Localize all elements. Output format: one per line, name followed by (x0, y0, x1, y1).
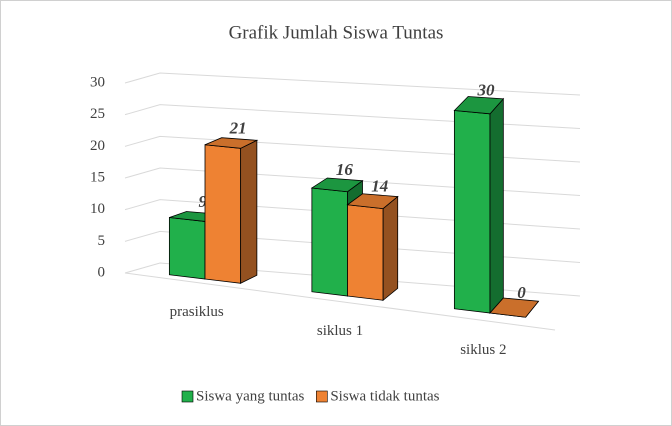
y-tick-label: 25 (90, 106, 105, 122)
value-label: 9 (198, 192, 207, 211)
x-tick-label: siklus 2 (460, 342, 506, 358)
bar-top (453, 96, 505, 115)
bar (346, 193, 399, 302)
floor-edge (124, 272, 556, 331)
bar (453, 96, 505, 315)
value-label: 16 (336, 160, 354, 179)
grid-line (124, 230, 581, 263)
grid-line (124, 167, 581, 196)
y-tick-label: 15 (90, 169, 105, 185)
chart-title: Grafik Jumlah Siswa Tuntas (229, 22, 444, 43)
bar-top (346, 193, 399, 210)
bar-front (453, 110, 491, 314)
legend-swatch (316, 390, 328, 403)
bar-side (382, 195, 399, 302)
grid-line (124, 72, 581, 96)
bar (204, 137, 259, 284)
bar-side (240, 139, 258, 284)
grid-line (124, 135, 581, 163)
bar-front (168, 217, 206, 280)
bar-front (204, 144, 242, 284)
x-tick-label: siklus 1 (317, 323, 363, 339)
bar-front (311, 187, 348, 297)
legend-swatch (181, 390, 194, 403)
bar-top (310, 177, 364, 193)
grid-line (124, 104, 581, 129)
y-tick-label: 10 (90, 201, 105, 217)
bar (489, 297, 540, 318)
y-tick-label: 5 (98, 233, 106, 249)
value-label: 21 (229, 118, 247, 137)
legend-label: Siswa tidak tuntas (330, 388, 439, 404)
x-tick-label: prasiklus (170, 304, 224, 320)
bar-top (204, 137, 259, 149)
value-label: 0 (517, 283, 526, 302)
grid-line (124, 262, 581, 297)
bar-side (489, 97, 504, 315)
legend-label: Siswa yang tuntas (196, 388, 304, 404)
bar-top (489, 297, 540, 318)
value-label: 30 (477, 80, 496, 99)
grid-line (124, 199, 581, 230)
y-tick-label: 0 (98, 264, 106, 280)
value-label: 14 (371, 176, 388, 195)
y-tick-label: 30 (90, 74, 105, 90)
bar-front (347, 204, 384, 301)
y-tick-label: 20 (90, 138, 105, 154)
